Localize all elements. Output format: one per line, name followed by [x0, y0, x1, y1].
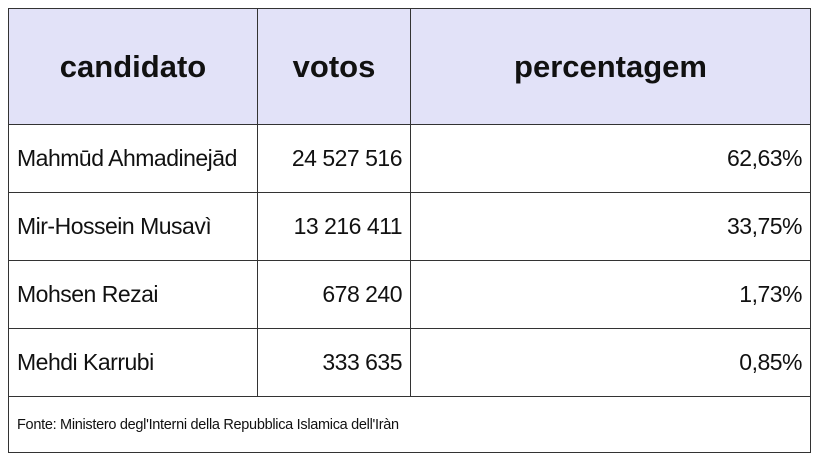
table-cell: 62,63%	[410, 124, 811, 193]
table-row: Mahmūd Ahmadinejād 24 527 516 62,63%	[8, 124, 811, 193]
table-body: Mahmūd Ahmadinejād 24 527 516 62,63% Mir-Ho…	[8, 124, 811, 453]
table-row: Mohsen Rezai 678 240 1,73%	[8, 260, 811, 329]
table-cell: Mir-Hossein Musavì	[8, 192, 258, 261]
header-cell: percentagem	[410, 8, 811, 125]
table-cell: Mahmūd Ahmadinejād	[8, 124, 258, 193]
table-cell: 33,75%	[410, 192, 811, 261]
source-note: Fonte: Ministero degl'Interni della Repu…	[8, 396, 811, 453]
results-table: candidato votos percentagem Mahmūd Ahmadin…	[8, 8, 811, 453]
table-row: Mir-Hossein Musavì 13 216 411 33,75%	[8, 192, 811, 261]
header-row: candidato votos percentagem	[8, 8, 811, 125]
table-cell: 0,85%	[410, 328, 811, 397]
table-cell: 678 240	[257, 260, 411, 329]
table-cell: 24 527 516	[257, 124, 411, 193]
table-cell: 333 635	[257, 328, 411, 397]
table-row: Mehdi Karrubi 333 635 0,85%	[8, 328, 811, 397]
source-row: Fonte: Ministero degl'Interni della Repu…	[8, 396, 811, 453]
table-cell: Mehdi Karrubi	[8, 328, 258, 397]
header-cell: votos	[257, 8, 411, 125]
header-cell: candidato	[8, 8, 258, 125]
table-cell: Mohsen Rezai	[8, 260, 258, 329]
table-cell: 13 216 411	[257, 192, 411, 261]
table-cell: 1,73%	[410, 260, 811, 329]
